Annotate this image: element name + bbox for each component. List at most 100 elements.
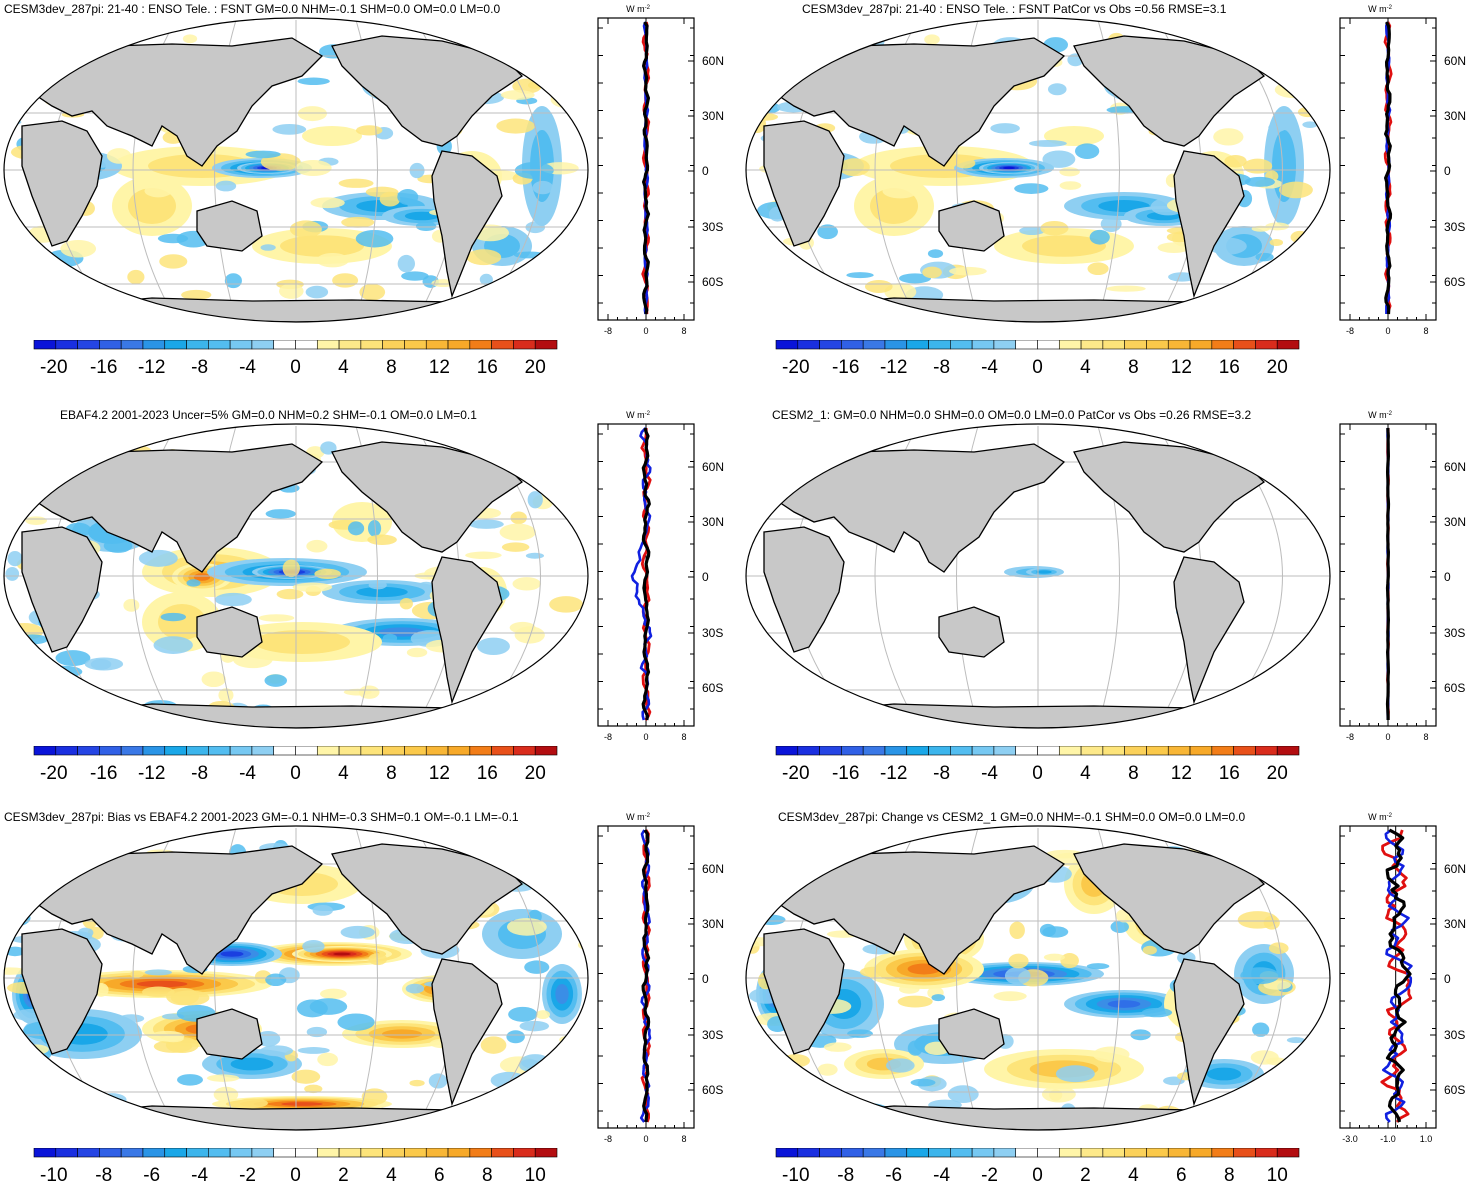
colorbar-label: -6 [885,1165,902,1186]
continent [938,1008,1005,1060]
continent [431,556,503,705]
colorbar-box [928,1148,951,1158]
colorbar-box [1015,1148,1038,1158]
anomaly-speckle [927,249,944,259]
colorbar-box [77,746,100,756]
anomaly-speckle [1224,154,1247,168]
anomaly-speckle [990,123,1020,134]
colorbar-box [491,746,514,756]
anomaly-speckle [399,598,413,610]
anomaly-speckle [406,647,428,658]
colorbar-box [469,1148,492,1158]
colorbar-box [469,746,492,756]
anomaly-speckle [1045,849,1084,859]
anomaly-contour [254,630,350,654]
continent [431,958,503,1107]
anomaly-speckle [4,908,21,923]
colorbar-box [186,746,209,756]
lat-label: 60S [1444,1083,1465,1097]
panel-title: CESM3dev_287pi: Bias vs EBAF4.2 2001-202… [4,810,519,824]
anomaly-speckle [1142,945,1157,955]
colorbar-label: -20 [40,763,67,784]
continent [1173,556,1245,705]
colorbar-label: 20 [525,357,546,378]
colorbar-box [1233,1148,1256,1158]
colorbar-box [993,1148,1017,1158]
anomaly-speckle [213,1086,239,1103]
x-tick-label: 8 [681,1134,686,1144]
anomaly-speckle [153,636,193,654]
anomaly-speckle [450,703,481,714]
anomaly-speckle [46,870,62,886]
world-map [745,423,1331,729]
colorbar-box [819,746,842,756]
anomaly-speckle [527,491,543,509]
lat-label: 0 [702,164,709,178]
anomaly-speckle [304,1084,323,1094]
colorbar-label: 4 [1080,763,1091,784]
colorbar-box [993,340,1017,350]
anomaly-speckle [332,273,359,288]
colorbar-box [1233,746,1256,756]
colorbar-label: 2 [1080,1165,1091,1186]
colorbar-box [1080,746,1104,756]
anomaly-speckle [405,983,425,994]
anomaly-speckle [4,967,28,975]
colorbar-box [186,340,209,350]
zonal-mean-curve [1384,21,1393,315]
continent [61,703,533,728]
anomaly-speckle [819,33,845,47]
anomaly-speckle [754,102,781,114]
anomaly-speckle [409,1079,425,1087]
colorbar-box [382,340,405,350]
colorbar-label: -8 [191,357,208,378]
anomaly-speckle [1087,262,1109,276]
lat-label: 60N [702,460,724,474]
x-tick-label: 8 [1423,326,1428,336]
anomaly-speckle [276,588,304,600]
world-map [3,17,589,323]
colorbar-box [950,1148,973,1158]
anomaly-speckle [1268,942,1289,954]
anomaly-speckle [1261,265,1277,281]
anomaly-speckle [215,180,237,192]
colorbar-box [862,340,886,350]
colorbar-box [425,1148,449,1158]
anomaly-speckle [16,634,49,645]
colorbar-box [1058,746,1082,756]
colorbar-label: -4 [191,1165,208,1186]
colorbar-box [993,746,1017,756]
anomaly-contour [230,1057,274,1071]
anomaly-speckle [532,180,554,195]
colorbar-box [1124,1148,1147,1158]
anomaly-speckle [1208,237,1247,255]
colorbar-label: 0 [1032,763,1043,784]
anomaly-speckle [1237,911,1278,929]
colorbar-box [295,746,318,756]
colorbar-label: -10 [782,1165,809,1186]
anomaly-speckle [265,509,296,519]
anomaly-speckle [16,454,35,467]
anomaly-speckle [524,58,560,71]
zonal-units: W m-2 [1368,410,1392,420]
anomaly-speckle [312,905,333,916]
lat-label: 30S [1444,220,1465,234]
anomaly-speckle [355,229,394,248]
colorbar-label: 8 [482,1165,493,1186]
zonal-mean-plot: W m-2 60N 30N 0 30S 60S -3.0 -1.0 1.0 [1339,812,1466,1144]
anomaly-speckle [907,1040,923,1056]
colorbar-box [404,340,427,350]
colorbar-box [360,340,383,350]
anomaly-speckle [548,289,568,302]
colorbar-box [1255,746,1278,756]
anomaly-speckle [1255,252,1274,262]
anomaly-contour [1036,570,1052,574]
continent [331,35,524,147]
anomaly-speckle [1252,1022,1270,1037]
anomaly-speckle [751,36,791,54]
colorbar-box [1037,340,1060,350]
colorbar-box [120,1148,144,1158]
anomaly-speckle [359,283,386,301]
panel-title: EBAF4.2 2001-2023 Uncer=5% GM=0.0 NHM=0.… [60,408,477,422]
anomaly-speckle [1047,83,1067,96]
